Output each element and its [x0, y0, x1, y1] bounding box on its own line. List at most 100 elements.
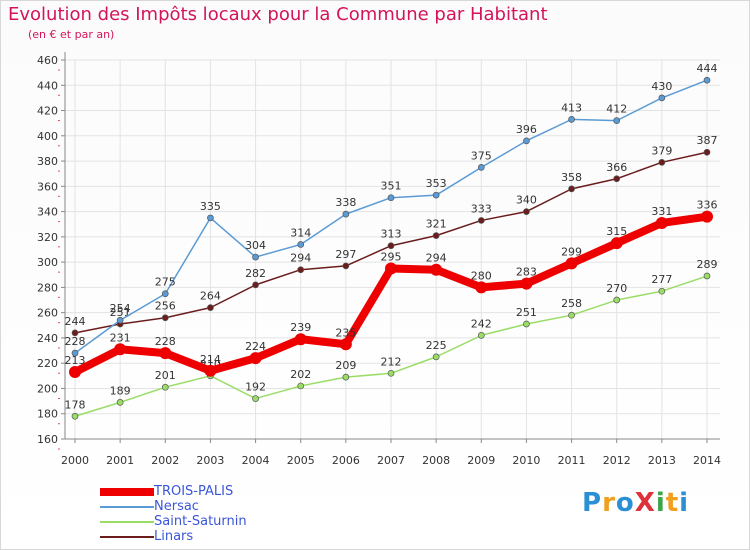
data-label-trois-palis: 295 [381, 250, 402, 263]
data-point-linars [71, 329, 79, 337]
data-point-nersac [297, 241, 305, 248]
data-point-nersac [523, 137, 530, 145]
data-point-linars [613, 175, 621, 183]
data-point-nersac [71, 349, 79, 357]
data-point-linars [703, 148, 711, 156]
data-label-trois-palis: 283 [516, 266, 537, 279]
legend-item-saint-saturnin: Saint-Saturnin [100, 514, 247, 529]
x-tick-label: 2009 [467, 454, 495, 467]
legend-swatch-saint-saturnin [100, 520, 154, 523]
data-point-saint-saturnin [568, 311, 575, 319]
data-point-linars [161, 314, 169, 322]
legend-item-nersac: Nersac [100, 499, 247, 514]
x-tick-label: 2004 [242, 454, 270, 467]
data-label-trois-palis: 239 [290, 321, 311, 334]
data-label-linars: 256 [155, 300, 176, 313]
data-label-saint-saturnin: 209 [335, 359, 356, 372]
legend-item-trois-palis: TROIS-PALIS [100, 484, 247, 499]
x-tick-label: 2002 [151, 454, 179, 467]
data-point-saint-saturnin [658, 287, 666, 295]
y-tick-label: 200 [37, 382, 58, 395]
data-point-nersac [613, 117, 621, 124]
legend-item-linars: Linars [100, 529, 247, 544]
data-label-linars: 264 [200, 290, 221, 303]
legend-label-saint-saturnin: Saint-Saturnin [154, 514, 247, 529]
data-point-nersac [703, 76, 711, 84]
data-label-nersac: 351 [381, 180, 402, 193]
data-point-trois-palis [565, 257, 578, 270]
data-point-linars [342, 262, 350, 270]
y-tick-label: 160 [37, 433, 58, 446]
data-label-nersac: 314 [290, 226, 311, 239]
data-label-saint-saturnin: 289 [697, 258, 718, 271]
data-label-trois-palis: 331 [651, 205, 672, 218]
y-tick-label: 260 [37, 307, 58, 320]
data-point-linars [252, 281, 259, 289]
data-label-saint-saturnin: 212 [381, 355, 402, 368]
data-label-trois-palis: 228 [155, 335, 176, 348]
data-point-nersac [207, 214, 214, 222]
x-tick-label: 2005 [287, 454, 315, 467]
data-label-trois-palis: 224 [245, 340, 266, 353]
data-label-linars: 321 [426, 218, 447, 231]
legend-label-trois-palis: TROIS-PALIS [154, 484, 234, 499]
data-label-saint-saturnin: 201 [155, 369, 176, 382]
data-label-nersac: 304 [245, 239, 266, 252]
y-tick-label: 180 [37, 408, 58, 421]
legend-label-nersac: Nersac [154, 499, 199, 514]
data-point-nersac [252, 253, 259, 261]
data-label-saint-saturnin: 277 [651, 273, 672, 286]
data-point-nersac [161, 290, 169, 298]
data-point-saint-saturnin [252, 395, 259, 402]
y-tick-label: 300 [37, 256, 58, 269]
data-label-nersac: 275 [155, 276, 176, 289]
y-tick-label: 420 [37, 105, 58, 118]
data-label-nersac: 335 [200, 200, 221, 213]
data-point-saint-saturnin [116, 399, 124, 406]
data-point-nersac [658, 94, 666, 102]
data-label-trois-palis: 231 [110, 331, 131, 344]
data-label-nersac: 353 [426, 177, 447, 190]
data-label-nersac: 338 [335, 196, 356, 209]
x-tick-label: 2013 [648, 454, 676, 467]
data-point-nersac [432, 191, 440, 199]
data-point-saint-saturnin [523, 320, 530, 328]
data-point-trois-palis [430, 263, 443, 276]
data-point-linars [568, 185, 575, 193]
data-point-linars [387, 242, 395, 250]
data-point-trois-palis [701, 210, 713, 223]
data-label-linars: 333 [471, 202, 492, 215]
data-label-nersac: 430 [651, 80, 672, 93]
data-label-saint-saturnin: 189 [110, 384, 131, 397]
data-label-linars: 244 [65, 315, 86, 328]
y-tick-label: 360 [37, 180, 58, 193]
proxiti-logo: ProXiti [582, 488, 690, 518]
data-label-nersac: 396 [516, 123, 537, 136]
x-tick-label: 2006 [332, 454, 360, 467]
data-point-trois-palis [655, 216, 668, 229]
x-tick-label: 2014 [693, 454, 721, 467]
x-tick-label: 2001 [106, 454, 134, 467]
legend-label-linars: Linars [154, 529, 194, 544]
chart-subtitle: (en € et par an) [28, 28, 115, 41]
data-point-trois-palis [610, 237, 623, 250]
y-tick-label: 440 [37, 79, 58, 92]
data-label-saint-saturnin: 258 [561, 297, 582, 310]
data-label-trois-palis: 235 [335, 326, 356, 339]
data-point-trois-palis [114, 343, 127, 356]
data-point-trois-palis [159, 347, 172, 360]
data-point-nersac [342, 210, 350, 218]
data-label-trois-palis: 214 [200, 353, 221, 366]
data-point-trois-palis [294, 333, 307, 346]
data-label-linars: 294 [290, 252, 311, 265]
data-label-nersac: 254 [110, 302, 131, 315]
y-tick-label: 460 [37, 54, 58, 67]
data-label-trois-palis: 315 [606, 225, 627, 238]
data-label-saint-saturnin: 270 [606, 282, 627, 295]
data-point-nersac [387, 194, 395, 202]
data-label-nersac: 412 [606, 103, 627, 116]
data-label-nersac: 375 [471, 149, 492, 162]
data-label-trois-palis: 336 [697, 199, 718, 212]
data-label-linars: 366 [606, 161, 627, 174]
data-point-linars [523, 208, 530, 215]
